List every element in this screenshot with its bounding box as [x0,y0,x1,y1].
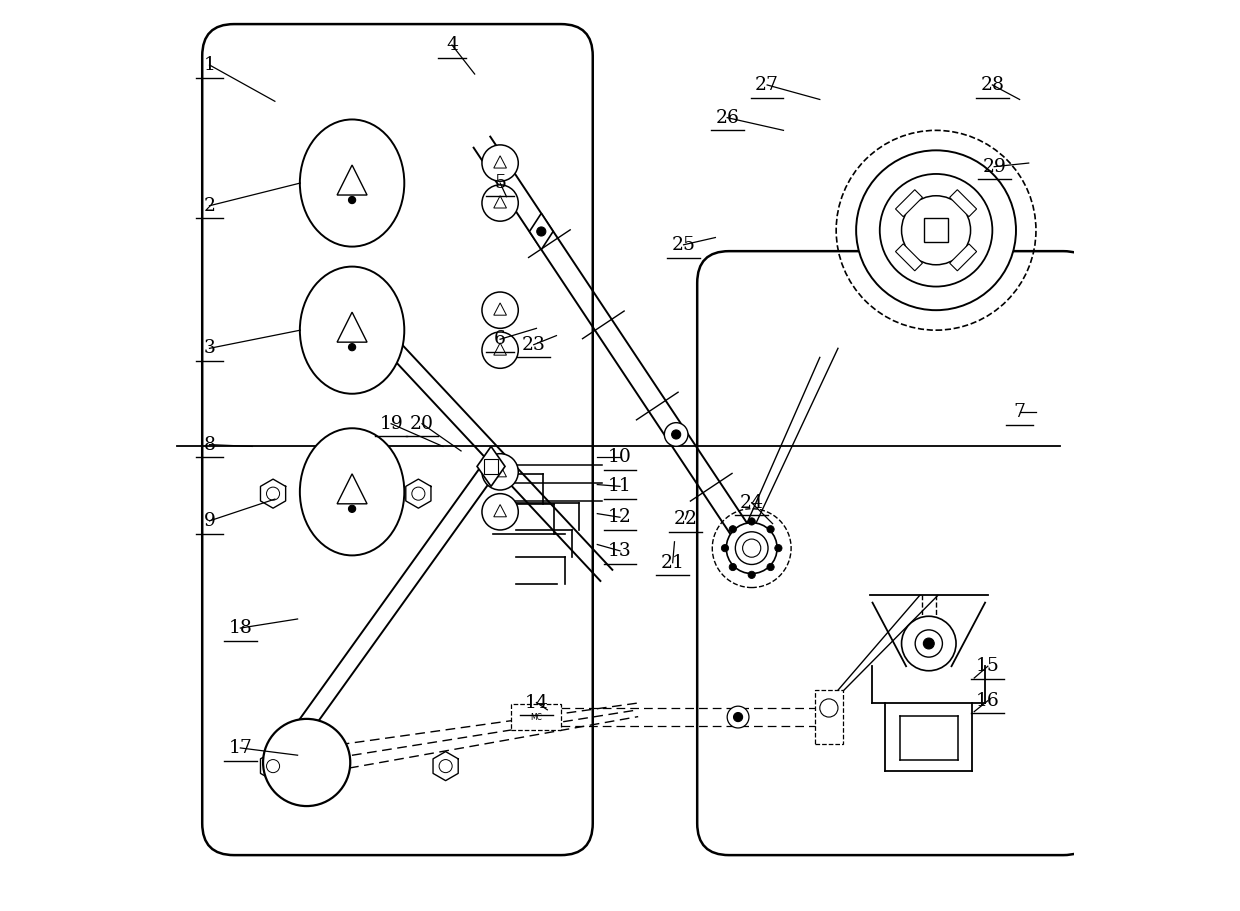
Circle shape [348,197,356,204]
Circle shape [915,630,942,657]
Text: 14: 14 [525,693,548,711]
Circle shape [729,563,737,570]
Text: 11: 11 [608,477,632,496]
Ellipse shape [300,267,404,394]
Bar [815,690,842,744]
Bar [950,189,977,217]
Circle shape [901,616,956,670]
Circle shape [856,150,1016,310]
Circle shape [348,506,356,512]
Text: 1: 1 [203,56,216,74]
Circle shape [482,494,518,530]
Text: 23: 23 [522,335,546,353]
Polygon shape [494,343,506,355]
Circle shape [879,174,992,287]
Circle shape [482,292,518,328]
Circle shape [768,563,774,570]
FancyBboxPatch shape [697,251,1095,855]
Circle shape [263,719,350,806]
Polygon shape [494,196,506,208]
Circle shape [482,332,518,368]
Circle shape [729,526,737,533]
Text: 26: 26 [715,108,739,127]
Bar [895,189,923,217]
Bar [895,244,923,271]
Ellipse shape [300,428,404,556]
Circle shape [768,526,774,533]
Polygon shape [337,165,367,195]
Circle shape [734,712,743,722]
Circle shape [775,545,782,552]
Bar [924,219,947,242]
Text: 19: 19 [379,415,403,433]
Polygon shape [494,156,506,168]
Text: 21: 21 [661,554,684,572]
Text: 29: 29 [982,158,1006,176]
Polygon shape [337,474,367,504]
Circle shape [901,196,971,265]
Text: MC: MC [531,712,542,722]
Circle shape [727,706,749,728]
Text: 28: 28 [981,76,1004,94]
Text: 20: 20 [410,415,434,433]
Polygon shape [477,446,505,486]
Text: 4: 4 [446,36,458,54]
Text: 3: 3 [203,339,216,357]
Circle shape [348,343,356,351]
Circle shape [439,760,453,773]
Circle shape [748,517,755,525]
Circle shape [743,539,761,558]
Circle shape [672,430,681,439]
Text: 12: 12 [608,508,632,527]
Ellipse shape [300,119,404,247]
Text: 16: 16 [976,691,999,710]
Circle shape [267,760,279,773]
Text: 27: 27 [755,76,779,94]
Text: 7: 7 [1013,403,1025,421]
Polygon shape [494,303,506,315]
Text: 6: 6 [495,331,506,348]
Text: 13: 13 [608,542,632,560]
Circle shape [482,454,518,490]
Text: 9: 9 [203,512,216,530]
Circle shape [482,145,518,181]
Bar [511,704,562,730]
Text: 2: 2 [203,197,216,215]
Bar [950,244,977,271]
Circle shape [727,523,777,574]
Polygon shape [494,465,506,476]
Text: 17: 17 [228,739,252,757]
Text: 10: 10 [608,448,632,466]
Circle shape [412,487,425,500]
Text: 8: 8 [203,435,216,454]
Polygon shape [494,505,506,517]
Text: 25: 25 [672,236,696,254]
Circle shape [665,423,688,446]
Circle shape [748,571,755,578]
Text: 24: 24 [740,494,764,512]
Polygon shape [529,213,553,250]
Polygon shape [337,312,367,343]
Circle shape [735,532,768,565]
FancyBboxPatch shape [202,24,593,855]
Text: 15: 15 [976,657,999,675]
Text: 5: 5 [494,174,506,192]
Circle shape [267,487,279,500]
Text: 18: 18 [228,619,252,637]
Circle shape [820,699,838,717]
Circle shape [924,638,934,649]
Circle shape [537,227,546,236]
Text: 22: 22 [673,510,697,528]
Bar [484,459,498,474]
Circle shape [722,545,729,552]
Circle shape [482,185,518,221]
